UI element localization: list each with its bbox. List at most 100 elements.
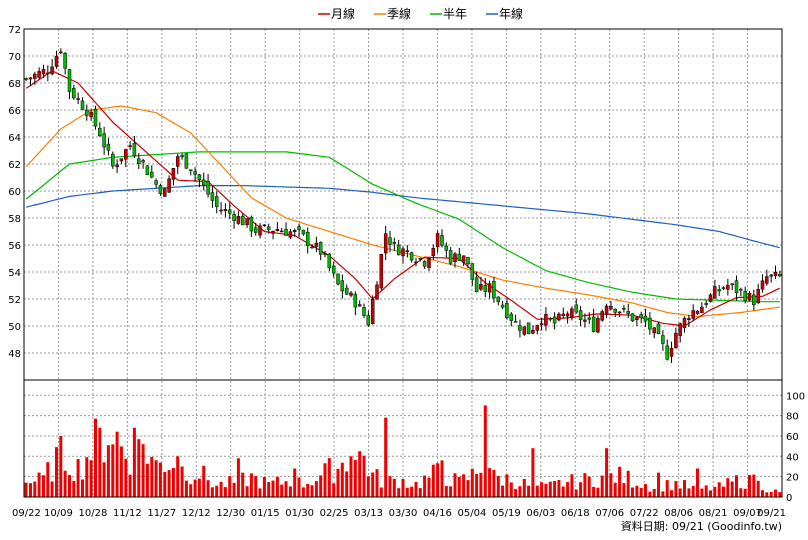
- date-tick-label: 11/12: [113, 508, 142, 519]
- volume-bar: [531, 448, 535, 497]
- candle-body: [461, 255, 466, 263]
- candle-body: [444, 245, 449, 251]
- candle-body: [483, 285, 488, 292]
- candle-body: [67, 69, 72, 92]
- chart-legend: 月線 季線 半年 年線: [318, 6, 523, 21]
- candle: [409, 251, 414, 263]
- candle-body: [695, 310, 700, 314]
- candle: [249, 215, 254, 238]
- candle: [778, 270, 782, 278]
- candle-body: [557, 313, 561, 321]
- candle: [466, 256, 470, 268]
- candle-body: [63, 53, 67, 69]
- candle-body: [648, 317, 652, 330]
- volume-tick-label: 100: [786, 391, 805, 402]
- candle-body: [717, 289, 721, 292]
- candle: [531, 325, 535, 335]
- candle-body: [765, 276, 769, 284]
- candle: [167, 175, 171, 194]
- candle-body: [513, 321, 518, 323]
- price-tick-label: 70: [8, 52, 21, 63]
- candle-body: [773, 271, 778, 276]
- candle-body: [622, 307, 626, 310]
- volume-bar: [522, 479, 526, 497]
- candle-body: [518, 325, 522, 331]
- candle: [734, 275, 739, 301]
- volume-bar: [600, 475, 604, 497]
- volume-bar: [366, 476, 370, 497]
- volume-bar: [713, 486, 717, 497]
- candle: [765, 269, 769, 286]
- candle: [85, 104, 89, 121]
- volume-bar: [37, 472, 41, 497]
- candle-body: [500, 304, 505, 308]
- candle: [565, 311, 570, 324]
- candle: [59, 48, 63, 55]
- candle: [427, 257, 431, 272]
- candle: [604, 303, 609, 319]
- candle: [214, 191, 219, 214]
- candle: [245, 218, 249, 228]
- price-tick-label: 48: [8, 349, 21, 360]
- candle: [479, 276, 483, 292]
- volume-bar: [470, 468, 474, 497]
- candle: [474, 271, 479, 293]
- volume-bar: [579, 482, 583, 497]
- candle-body: [674, 332, 678, 349]
- candle: [457, 247, 462, 262]
- volume-bar: [717, 482, 721, 497]
- candle: [314, 236, 319, 253]
- volume-bar: [709, 490, 712, 497]
- volume-bar: [163, 471, 167, 497]
- candle: [115, 159, 119, 173]
- volume-bar: [570, 474, 574, 497]
- volume-bar: [401, 479, 405, 497]
- volume-bar: [202, 465, 206, 497]
- candle: [171, 168, 176, 186]
- candle-body: [487, 283, 492, 293]
- candle-body: [609, 306, 613, 310]
- candle-body: [552, 316, 557, 324]
- candle: [461, 255, 466, 267]
- volume-axis-ticks: 0 20 40 60 80 100: [786, 391, 805, 504]
- candle: [80, 97, 85, 111]
- candle-body: [656, 323, 661, 334]
- volume-bar: [171, 468, 175, 497]
- volume-bar: [293, 468, 297, 497]
- candle: [730, 283, 734, 291]
- candle: [24, 77, 28, 82]
- candle: [713, 279, 717, 299]
- candle-body: [353, 293, 358, 308]
- volume-bar: [306, 484, 310, 497]
- candle-body: [85, 109, 89, 116]
- candle-body: [336, 273, 340, 285]
- candle-body: [535, 325, 540, 331]
- candle: [500, 300, 505, 310]
- candle-body: [98, 127, 102, 137]
- volume-bar: [262, 477, 266, 497]
- candle-body: [240, 215, 245, 226]
- volume-bar: [540, 482, 544, 497]
- volume-bar: [189, 484, 193, 497]
- candle-body: [219, 209, 223, 212]
- candle-body: [591, 316, 596, 332]
- volume-bar: [392, 478, 396, 497]
- volume-bar: [501, 485, 505, 497]
- volume-bar: [124, 458, 128, 497]
- volume-bar: [431, 464, 435, 497]
- candle: [505, 298, 509, 320]
- volume-bar: [119, 446, 123, 497]
- date-tick-label: 06/03: [526, 508, 555, 519]
- candle: [288, 228, 293, 240]
- candle: [414, 257, 418, 267]
- candle: [102, 126, 106, 155]
- candle-body: [708, 294, 713, 302]
- candle-body: [635, 317, 639, 320]
- candle-body: [72, 88, 76, 99]
- candle-body: [167, 178, 171, 193]
- volume-bar: [375, 469, 379, 497]
- candle: [375, 281, 379, 300]
- price-tick-label: 50: [8, 322, 21, 333]
- candle: [37, 67, 41, 80]
- candle-body: [730, 283, 734, 286]
